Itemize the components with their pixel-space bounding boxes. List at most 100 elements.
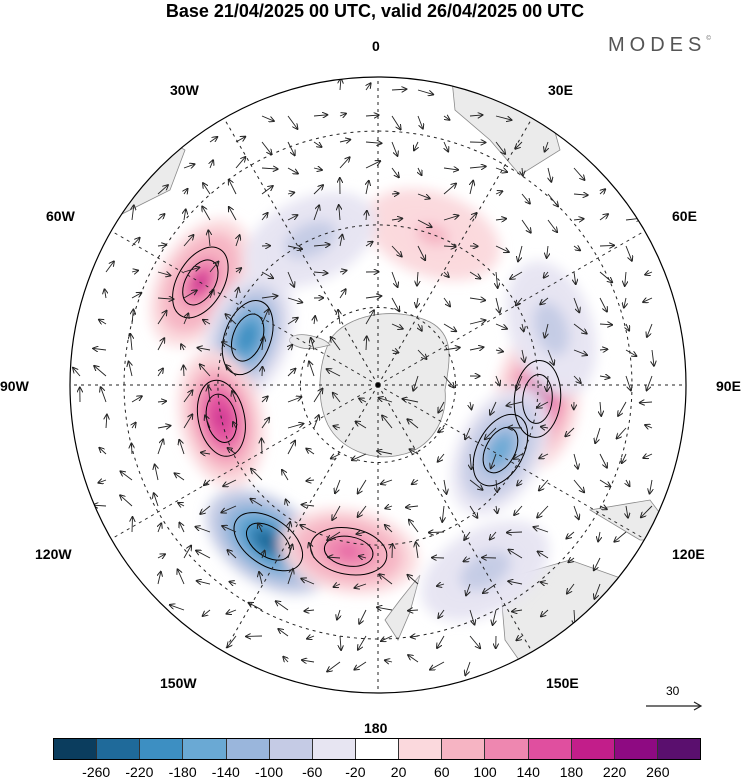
wind-vector — [417, 193, 430, 198]
wind-vector — [381, 480, 393, 484]
meridian-line — [223, 118, 379, 386]
wind-vector — [302, 660, 315, 662]
wind-vector — [408, 575, 419, 585]
wind-vector — [545, 141, 548, 152]
wind-vector — [491, 453, 497, 468]
wind-vector — [438, 453, 445, 462]
wind-vector — [437, 584, 445, 586]
anomaly-blob-10-level-5 — [302, 234, 319, 246]
wind-vector — [198, 348, 211, 350]
colorbar-segment — [614, 739, 658, 759]
wind-vector — [259, 572, 262, 585]
wind-vector — [184, 209, 186, 221]
wind-vector — [495, 323, 507, 329]
wind-vector — [464, 558, 471, 561]
wind-vector — [538, 551, 549, 559]
wind-vector — [158, 523, 161, 533]
wind-vector — [495, 350, 503, 352]
colorbar-tick-label: -60 — [302, 764, 323, 780]
wind-vector — [288, 522, 290, 533]
wind-vector — [287, 246, 302, 249]
wind-vector — [313, 141, 322, 147]
wind-vector — [573, 453, 578, 469]
wind-vector — [650, 479, 652, 494]
wind-vector — [573, 505, 579, 519]
wind-vector — [625, 349, 636, 356]
wind-vector — [183, 365, 184, 377]
wind-vector — [314, 316, 315, 325]
anomaly-blob-9-level-5 — [424, 229, 441, 241]
colorbar-segment — [312, 739, 356, 759]
new-zealand-land — [384, 574, 421, 641]
wind-vector — [516, 636, 523, 640]
wind-vector — [407, 419, 419, 429]
wind-vector — [643, 454, 653, 458]
wind-vector — [205, 415, 211, 429]
wind-vector — [98, 480, 107, 483]
colorbar-tick-label: 20 — [390, 764, 407, 780]
wind-vector — [354, 661, 367, 670]
contour-5-0 — [513, 360, 562, 438]
wind-vector — [496, 375, 500, 385]
wind-vector — [339, 157, 350, 169]
wind-vector — [507, 532, 523, 533]
wind-vector — [261, 115, 274, 121]
wind-vector — [261, 296, 277, 298]
wind-vector — [537, 401, 549, 408]
wind-vector — [157, 554, 165, 558]
wind-vector — [287, 545, 292, 559]
colorbar-segment — [657, 739, 701, 759]
wind-vector — [464, 531, 471, 540]
wind-vector — [496, 297, 500, 313]
wind-vector — [287, 369, 295, 377]
wind-vector — [197, 581, 211, 584]
wind-vector — [377, 451, 393, 454]
wind-vector — [599, 271, 612, 282]
wind-vector — [385, 660, 393, 662]
wind-vector — [522, 349, 524, 362]
wind-vector — [573, 323, 587, 334]
wind-vector — [121, 471, 133, 481]
wind-vector — [647, 375, 653, 390]
wind-vector — [183, 546, 191, 559]
wind-vector — [73, 368, 81, 377]
wind-vector — [235, 137, 245, 143]
wind-vector — [340, 635, 341, 650]
wind-vector — [129, 362, 132, 377]
wind-vector — [470, 453, 471, 469]
wind-vector — [547, 245, 548, 258]
wind-vector — [251, 469, 263, 481]
wind-vector — [366, 336, 367, 351]
wind-vector — [202, 207, 211, 221]
wind-vector — [209, 137, 217, 143]
wind-vector — [287, 569, 293, 585]
colorbar-tick-labels: -260 -220 -180 -140 -100 -60 -20 20 60 100 140 180 2… — [0, 764, 750, 782]
wind-vector — [485, 427, 497, 439]
wind-vector — [261, 439, 262, 455]
wind-vector — [313, 168, 322, 170]
wind-vector — [512, 610, 523, 612]
anomaly-blob-3-level-5 — [260, 535, 276, 549]
wind-vector — [313, 272, 327, 273]
wind-vector — [443, 347, 460, 350]
wind-vector — [331, 337, 341, 351]
wind-vector — [625, 245, 632, 261]
wind-vector — [352, 453, 367, 460]
wind-vector — [287, 397, 301, 403]
wind-vector — [250, 499, 263, 507]
wind-vector — [469, 505, 477, 518]
wind-vector — [311, 338, 314, 351]
wind-vector — [333, 426, 341, 428]
wind-vector — [99, 448, 107, 455]
wind-vector — [417, 271, 418, 286]
wind-vector — [313, 389, 322, 403]
wind-vector — [469, 298, 485, 300]
lon-label-90e: 90E — [716, 378, 741, 394]
wind-vector — [203, 609, 211, 616]
wind-vector — [132, 205, 134, 221]
wind-vector — [178, 569, 185, 585]
wind-vector — [157, 245, 166, 246]
wind-vector — [157, 298, 174, 299]
wind-vector — [261, 141, 272, 154]
wind-vector — [618, 401, 627, 416]
